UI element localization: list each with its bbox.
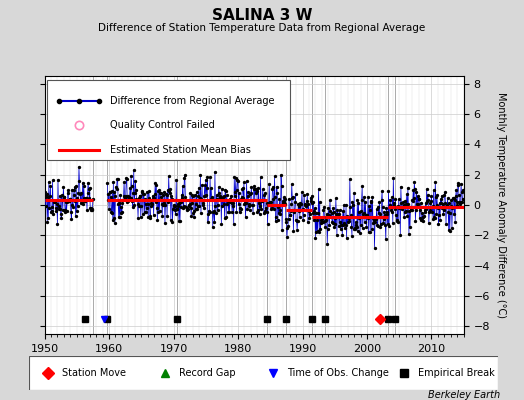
Text: Difference from Regional Average: Difference from Regional Average xyxy=(110,96,274,106)
Text: Difference of Station Temperature Data from Regional Average: Difference of Station Temperature Data f… xyxy=(99,23,425,33)
Text: Quality Control Failed: Quality Control Failed xyxy=(110,120,214,130)
Text: Station Move: Station Move xyxy=(62,368,126,378)
Text: Berkeley Earth: Berkeley Earth xyxy=(428,390,500,400)
Text: Time of Obs. Change: Time of Obs. Change xyxy=(287,368,389,378)
Text: Empirical Break: Empirical Break xyxy=(418,368,495,378)
FancyBboxPatch shape xyxy=(29,356,498,390)
Text: SALINA 3 W: SALINA 3 W xyxy=(212,8,312,24)
Text: Estimated Station Mean Bias: Estimated Station Mean Bias xyxy=(110,144,250,154)
Text: Record Gap: Record Gap xyxy=(179,368,235,378)
Y-axis label: Monthly Temperature Anomaly Difference (°C): Monthly Temperature Anomaly Difference (… xyxy=(496,92,506,318)
FancyBboxPatch shape xyxy=(47,80,290,160)
